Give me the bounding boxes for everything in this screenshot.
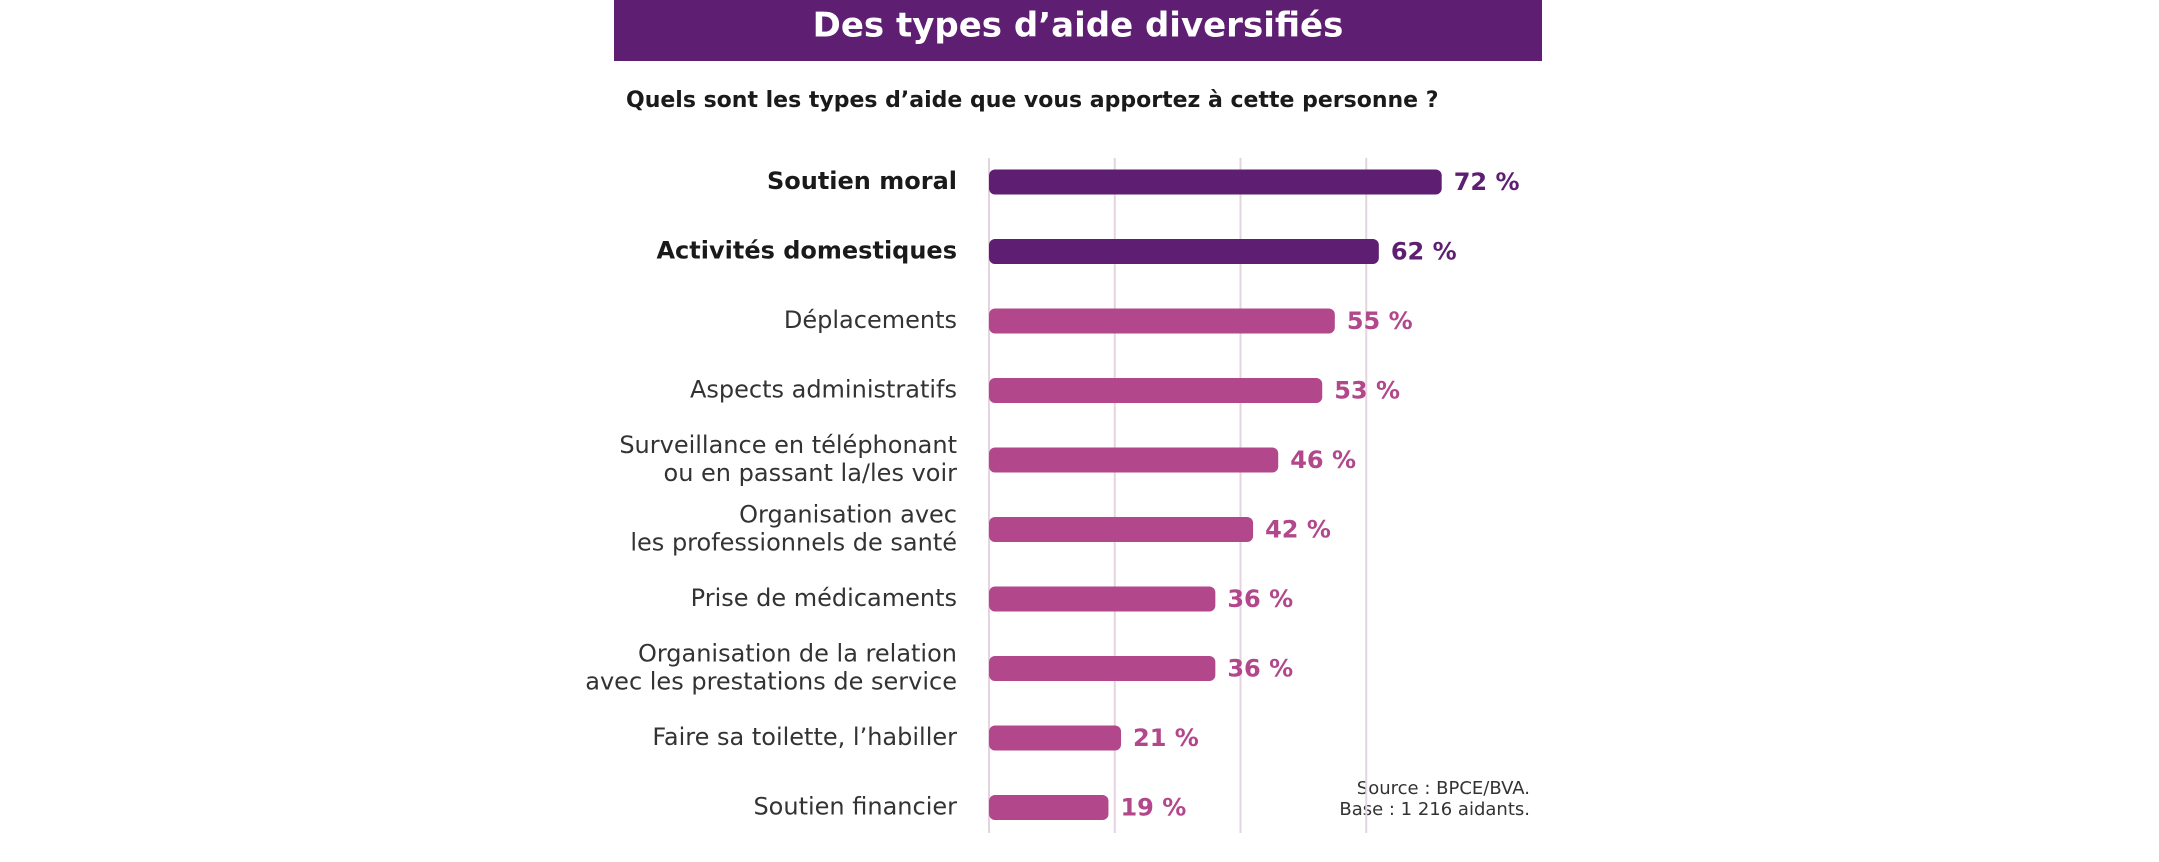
value-label: 42 % [1265,516,1331,544]
source-note: Base : 1 216 aidants. [1339,799,1530,820]
bar [989,239,1379,264]
value-label: 19 % [1120,794,1186,822]
category-label: les professionnels de santé [630,529,957,557]
category-label: Aspects administratifs [690,376,957,404]
bar [989,656,1216,681]
source-note: Source : BPCE/BVA. [1357,778,1530,799]
value-label: 21 % [1133,724,1199,752]
chart-subtitle: Quels sont les types d’aide que vous app… [626,88,1439,113]
value-label: 36 % [1227,585,1293,613]
category-label: Surveillance en téléphonant [619,431,957,459]
value-label: 46 % [1290,446,1356,474]
value-label: 53 % [1334,377,1400,405]
bar [989,378,1323,403]
bar [989,447,1279,473]
category-label: Prise de médicaments [691,584,957,612]
value-label: 62 % [1391,238,1457,266]
title-band [614,0,1542,61]
category-label: Activités domestiques [656,237,957,265]
category-label: ou en passant la/les voir [664,459,958,487]
category-label: Déplacements [784,306,957,334]
bar [989,586,1216,612]
chart-title: Des types d’aide diversifiés [813,6,1344,46]
bar [989,169,1442,195]
category-label: avec les prestations de service [585,668,957,696]
bar [989,517,1254,542]
value-label: 72 % [1454,168,1520,196]
category-label: Soutien moral [767,167,957,195]
category-label: Faire sa toilette, l’habiller [652,723,957,751]
category-label: Organisation avec [739,501,957,529]
bar [989,795,1109,820]
category-label: Organisation de la relation [638,640,957,668]
bar [989,725,1122,751]
bar [989,308,1335,334]
category-label: Soutien financier [753,793,957,821]
value-label: 55 % [1347,307,1413,335]
value-label: 36 % [1227,655,1293,683]
